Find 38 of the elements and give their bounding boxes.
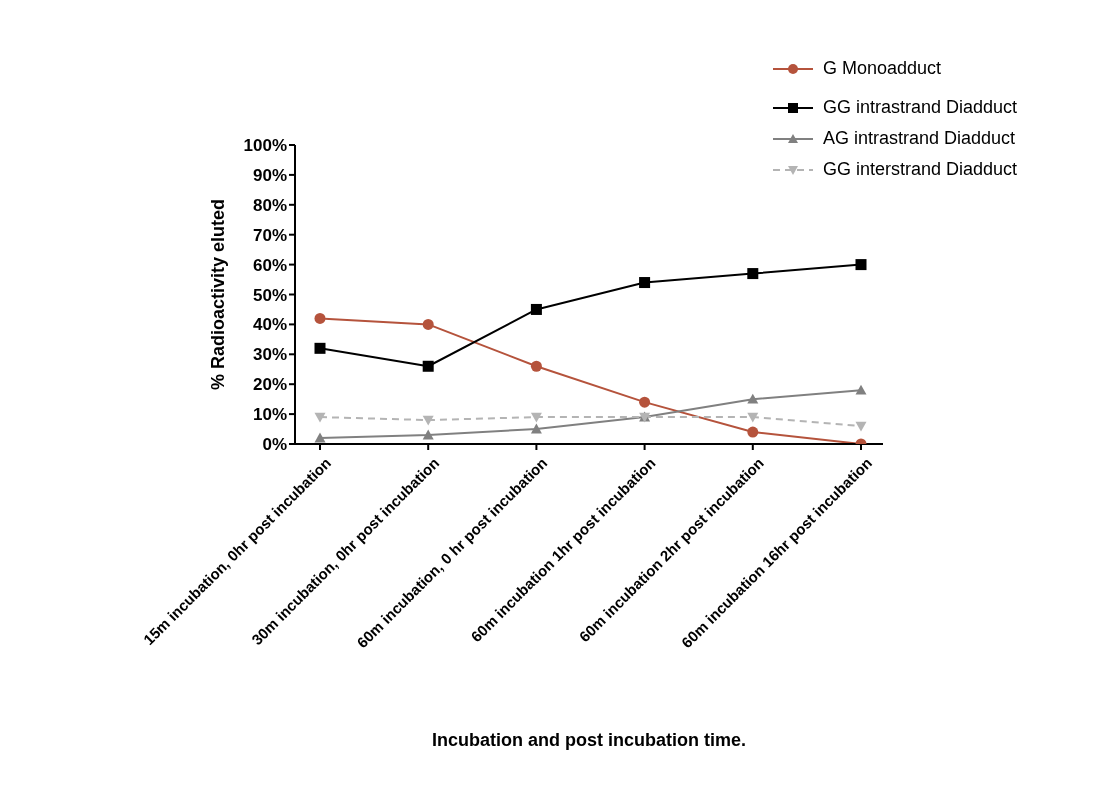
point [530, 423, 542, 434]
y-tick-label: 50% [252, 285, 287, 305]
y-tick-label: 10% [252, 405, 287, 425]
y-tick-label: 60% [252, 255, 287, 275]
point [422, 429, 434, 440]
y-tick-label: 0% [262, 435, 287, 455]
y-tick-label: 40% [252, 315, 287, 335]
point [855, 259, 867, 271]
y-tick-label: 30% [252, 345, 287, 365]
point [422, 318, 434, 330]
point [747, 268, 759, 280]
legend-label: GG intrastrand Diadduct [823, 97, 1018, 118]
point [639, 396, 651, 408]
y-tick-label: 80% [252, 195, 287, 215]
point [530, 412, 542, 423]
point [855, 384, 867, 395]
y-tick-label: 20% [252, 375, 287, 395]
legend-label: GG interstrand Diadduct [823, 159, 1018, 180]
x-axis-title: Incubation and post incubation time. [432, 730, 746, 750]
y-tick-label: 70% [252, 225, 287, 245]
point [747, 426, 759, 438]
y-tick-label: 100% [243, 136, 287, 156]
point [422, 360, 434, 372]
point [314, 412, 326, 423]
y-axis-title: % Radioactivity eluted [208, 198, 229, 391]
point [747, 393, 759, 404]
point [314, 432, 326, 443]
point [855, 421, 867, 432]
point [639, 277, 651, 289]
legend-label: AG intrastrand Diadduct [823, 128, 1016, 149]
point [422, 415, 434, 426]
legend-label: G Monoadduct [823, 58, 942, 79]
point [530, 360, 542, 372]
point [314, 342, 326, 354]
point [530, 303, 542, 315]
point [314, 312, 326, 324]
point [747, 412, 759, 423]
y-tick-label: 90% [252, 165, 287, 185]
